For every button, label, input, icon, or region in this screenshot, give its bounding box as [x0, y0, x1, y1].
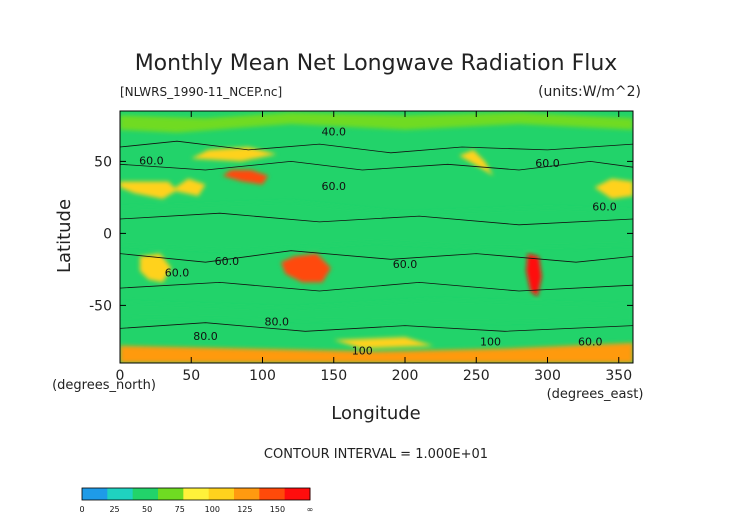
colorbar-tick-label: 100 [205, 505, 220, 514]
contour-label: 60.0 [393, 258, 418, 271]
contour-label: 80.0 [265, 316, 290, 329]
heatmap-region [120, 112, 633, 133]
x-tick-label: 100 [249, 368, 276, 384]
plot-area: 40.0 60.0 60.0 60.0 60.0 60.0 60.0 60.0 80.0 80.0… [120, 111, 633, 363]
y-tick-label: 0 [103, 226, 112, 242]
heatmap-region [120, 201, 633, 251]
contour-label: 60.0 [578, 336, 603, 349]
colorbar-tick-label: 75 [175, 505, 185, 514]
contour-label: 60.0 [535, 157, 560, 170]
contour-label: 60.0 [592, 200, 617, 213]
colorbar-tick-label: 125 [237, 505, 252, 514]
y-axis-label: Latitude [54, 199, 75, 273]
contour-label: 100 [352, 344, 373, 357]
heatmap-fields [120, 112, 633, 363]
contour-interval-text: CONTOUR INTERVAL = 1.000E+01 [264, 447, 488, 462]
heatmap-region [171, 178, 206, 196]
colorbar [81, 487, 311, 501]
x-tick-label: 350 [605, 368, 632, 384]
colorbar-swatch [183, 488, 210, 500]
heatmap-region [222, 170, 269, 185]
contour-label: 60.0 [322, 180, 347, 193]
plot-frame [119, 110, 634, 364]
colorbar-tick-label: 50 [142, 505, 152, 514]
chart-subtitle-left: [NLWRS_1990-11_NCEP.nc] [120, 85, 282, 99]
x-tick-label: 0 [116, 368, 125, 384]
contour-label: 60.0 [215, 255, 240, 268]
contour-label: 80.0 [193, 330, 218, 343]
heatmap-region [139, 253, 172, 283]
y-axis: -50 0 50 [89, 154, 633, 314]
colorbar-swatch [132, 488, 159, 500]
colorbar-tick-label: 150 [270, 505, 285, 514]
heatmap-region [120, 299, 633, 323]
contour-labels: 40.0 60.0 60.0 60.0 60.0 60.0 60.0 60.0 80.0 80.0… [139, 125, 617, 357]
contour-label: 40.0 [322, 125, 347, 138]
colorbar-labels: 0 25 50 75 100 125 150 ∞ [79, 505, 313, 514]
heatmap-region [281, 253, 331, 283]
x-tick-label: 50 [182, 368, 200, 384]
colorbar-frame [81, 487, 311, 501]
y-tick-label: -50 [89, 298, 112, 314]
x-tick-label: 250 [463, 368, 490, 384]
heatmap-region [120, 342, 633, 363]
x-axis: 0 50 100 150 200 250 300 350 [116, 111, 632, 384]
x-tick-label: 200 [392, 368, 419, 384]
colorbar-swatch [107, 488, 134, 500]
colorbar-swatch [82, 488, 108, 500]
x-tick-label: 300 [534, 368, 561, 384]
x-axis-label: Longitude [331, 403, 421, 424]
heatmap-region [459, 149, 494, 176]
contour-line [120, 212, 633, 226]
contour-line [120, 140, 633, 154]
colorbar-tick-label: 0 [79, 505, 84, 514]
chart-title: Monthly Mean Net Longwave Radiation Flux [135, 51, 618, 76]
colorbar-swatch [158, 488, 184, 500]
heatmap-region [333, 337, 434, 349]
contour-label: 60.0 [165, 267, 190, 280]
x-tick-label: 150 [320, 368, 347, 384]
colorbar-tick-label: 25 [109, 505, 119, 514]
heatmap-region [594, 178, 633, 199]
heatmap-region [526, 253, 542, 297]
contour-line [120, 160, 633, 171]
colorbar-swatch [284, 488, 311, 500]
x-unit-label: (degrees_east) [547, 387, 644, 402]
heatmap-region [191, 147, 277, 162]
chart-subtitle-right: (units:W/m^2) [538, 84, 641, 100]
contour-label: 100 [480, 336, 501, 349]
contour-label: 60.0 [139, 154, 164, 167]
contour-line [120, 250, 633, 263]
colorbar-swatch [259, 488, 286, 500]
contour-line [120, 322, 633, 332]
contour-line [120, 281, 633, 292]
contour-lines [120, 140, 633, 332]
y-unit-label: (degrees_north) [52, 378, 156, 393]
colorbar-swatch [234, 488, 260, 500]
heatmap-region [120, 181, 177, 199]
colorbar-tick-label: ∞ [307, 505, 314, 514]
y-tick-label: 50 [94, 154, 112, 170]
colorbar-swatch [208, 488, 235, 500]
